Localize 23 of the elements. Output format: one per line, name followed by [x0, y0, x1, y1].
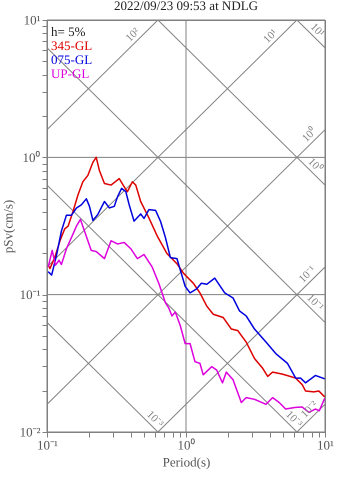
annotation: 10⁰	[305, 155, 326, 175]
y-tick-label: 10¹	[24, 12, 41, 28]
x-tick-label: 10⁰	[178, 438, 196, 452]
annotation: h= 5%	[51, 24, 86, 39]
x-axis-title: Period(s)	[162, 454, 210, 470]
x-tick-label: 10⁻¹	[37, 438, 58, 452]
annotation: 10⁻³	[144, 408, 166, 430]
text: 345-GL	[51, 38, 92, 53]
annotation: 10⁻¹	[304, 292, 326, 314]
y-tick-label: 10⁰	[22, 150, 40, 165]
annotation: 10²	[124, 25, 143, 44]
annotation: 10⁻²	[298, 398, 321, 420]
annotation: 10¹	[308, 20, 327, 40]
text: UP-GL	[51, 66, 90, 81]
y-axis-title: pSv(cm/s)	[0, 200, 16, 254]
x-tick-label: 10¹	[317, 438, 334, 452]
annotation: 10⁰	[299, 124, 320, 144]
text: 075-GL	[51, 52, 92, 67]
annotation: 10⁻¹	[296, 264, 318, 286]
y-tick-label: 10⁻¹	[20, 287, 41, 302]
y-tick-label: 10⁻²	[20, 424, 41, 440]
annotation: 10¹	[261, 27, 280, 46]
chart-title: 2022/09/23 09:53 at NDLG	[114, 0, 258, 13]
